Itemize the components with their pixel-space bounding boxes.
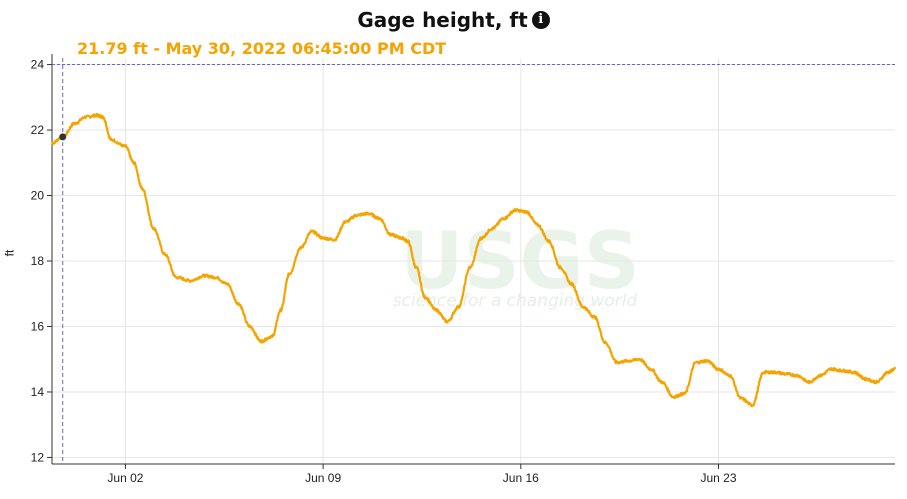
y-tick-label-18: 18: [31, 254, 45, 268]
y-tick-label-14: 14: [31, 385, 45, 399]
axis-layer: 12 14 16 18 20 22 24 Jun 02 Jun 09 Jun 16 Jun 23: [31, 54, 895, 485]
y-tick-label-22: 22: [31, 123, 45, 137]
y-tick-label-20: 20: [31, 189, 45, 203]
y-tick-label-24: 24: [31, 58, 45, 72]
x-tick-label: Jun 09: [305, 471, 341, 485]
y-tick-label-12: 12: [31, 450, 45, 464]
usgs-watermark-logo: USGS: [400, 217, 640, 307]
chart-header: Gage height, ft i: [0, 8, 907, 32]
x-tick-label: Jun 02: [107, 471, 143, 485]
cursor-readout: 21.79 ft - May 30, 2022 06:45:00 PM CDT: [75, 39, 449, 58]
cursor-point: [59, 133, 67, 141]
chart-title: Gage height, ft: [357, 8, 528, 32]
cursor-layer: [52, 58, 895, 464]
x-tick-label: Jun 23: [700, 471, 736, 485]
y-tick-label-16: 16: [31, 319, 45, 333]
series-layer: [51, 112, 897, 408]
x-tick-label: Jun 16: [503, 471, 539, 485]
series-line-gage-height: [51, 112, 897, 408]
info-icon[interactable]: i: [531, 11, 550, 29]
